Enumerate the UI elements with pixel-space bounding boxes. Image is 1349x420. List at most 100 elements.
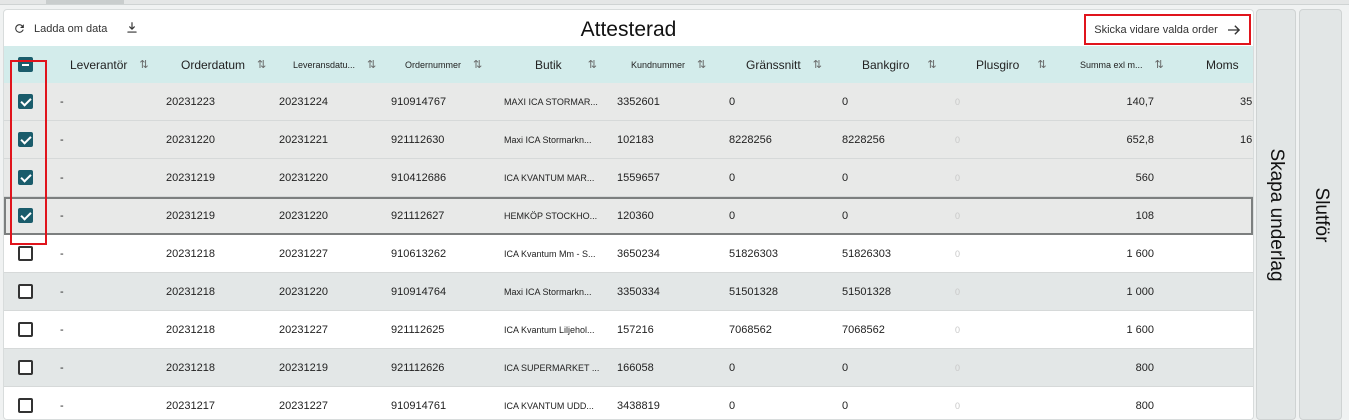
table-row[interactable]: - 20231218 20231227 910613262 ICA Kvantum Mm…	[4, 235, 1253, 273]
cell-summa: 1 000	[1126, 285, 1154, 298]
cell-bankgiro: 0	[842, 399, 849, 412]
cell-orderdatum: 20231217	[166, 399, 215, 412]
cell-ordernummer: 910914767	[391, 95, 447, 108]
cell-gransnitt: 0	[729, 361, 736, 374]
sort-icon[interactable]: ⇅	[257, 59, 267, 71]
cell-summa: 800	[1135, 399, 1154, 412]
cell-kundnummer: 120360	[617, 209, 654, 222]
cell-ordernummer: 910914761	[391, 399, 447, 412]
row-checkbox[interactable]	[18, 360, 33, 375]
column-header-leveransdatum[interactable]: Leveransdatu... ⇅	[293, 59, 377, 71]
cell-bankgiro: 8228256	[842, 133, 885, 146]
sort-icon[interactable]: ⇅	[367, 59, 377, 71]
column-header-orderdatum[interactable]: Orderdatum ⇅	[181, 57, 267, 72]
skapa-underlag-panel[interactable]: Skapa underlag	[1256, 9, 1296, 420]
cell-leveransdatum: 20231219	[279, 361, 328, 374]
select-all-checkbox[interactable]	[18, 57, 33, 72]
column-header-plusgiro[interactable]: Plusgiro ⇅	[976, 57, 1047, 72]
cell-orderdatum: 20231218	[166, 361, 215, 374]
cell-kundnummer: 166058	[617, 361, 654, 374]
column-header-moms[interactable]: Moms	[1206, 57, 1239, 72]
table-row[interactable]: - 20231218 20231219 921112626 ICA SUPERMARKE…	[4, 349, 1253, 387]
sort-icon[interactable]: ⇅	[1037, 59, 1047, 71]
send-selected-orders-button[interactable]: Skicka vidare valda order	[1084, 14, 1251, 45]
top-tab[interactable]	[46, 0, 124, 4]
table-row[interactable]: - 20231219 20231220 921112627 HEMKÖP STOCKHO…	[4, 197, 1253, 235]
cell-bankgiro: 0	[842, 171, 849, 184]
cell-butik: HEMKÖP STOCKHO...	[504, 210, 598, 221]
cell-leveransdatum: 20231227	[279, 323, 328, 336]
cell-bankgiro: 0	[842, 209, 849, 222]
cell-kundnummer: 3650234	[617, 247, 660, 260]
row-checkbox[interactable]	[18, 170, 33, 185]
cell-orderdatum: 20231223	[166, 95, 215, 108]
cell-summa: 1 600	[1126, 247, 1154, 260]
column-header-leverantor[interactable]: Leverantör ⇅	[70, 57, 149, 72]
column-header-ordernummer[interactable]: Ordernummer ⇅	[405, 59, 483, 71]
cell-gransnitt: 8228256	[729, 133, 772, 146]
row-checkbox[interactable]	[18, 132, 33, 147]
sort-icon[interactable]: ⇅	[139, 59, 149, 71]
table-row[interactable]: - 20231218 20231220 910914764 Maxi ICA Storm…	[4, 273, 1253, 311]
table-row[interactable]: - 20231218 20231227 921112625 ICA Kvantum Li…	[4, 311, 1253, 349]
cell-bankgiro: 51501328	[842, 285, 891, 298]
table-row[interactable]: - 20231217 20231227 910914761 ICA KVANTUM UD…	[4, 387, 1253, 419]
cell-moms: 16	[1240, 133, 1253, 146]
row-checkbox[interactable]	[18, 94, 33, 109]
slutfor-panel[interactable]: Slutför	[1299, 9, 1342, 420]
row-checkbox[interactable]	[18, 284, 33, 299]
cell-leveransdatum: 20231220	[279, 171, 328, 184]
cell-leverantor: -	[60, 399, 64, 412]
cell-leverantor: -	[60, 133, 64, 146]
cell-moms: 35	[1240, 95, 1253, 108]
cell-plusgiro: 0	[955, 134, 961, 145]
cell-orderdatum: 20231218	[166, 285, 215, 298]
skapa-underlag-label: Skapa underlag	[1266, 147, 1287, 282]
table-row[interactable]: - 20231220 20231221 921112630 Maxi ICA Storm…	[4, 121, 1253, 159]
sort-icon[interactable]: ⇅	[812, 59, 822, 71]
table-row[interactable]: - 20231219 20231220 910412686 ICA KVANTUM MA…	[4, 159, 1253, 197]
cell-plusgiro: 0	[955, 96, 961, 107]
reload-label: Ladda om data	[34, 22, 108, 35]
cell-leverantor: -	[60, 285, 64, 298]
cell-moms	[1240, 159, 1253, 196]
sort-icon[interactable]: ⇅	[587, 59, 597, 71]
arrow-right-icon	[1227, 24, 1240, 35]
cell-bankgiro: 0	[842, 361, 849, 374]
column-header-summa[interactable]: Summa exl m... ⇅	[1080, 59, 1164, 71]
cell-plusgiro: 0	[955, 362, 961, 373]
row-checkbox[interactable]	[18, 322, 33, 337]
cell-gransnitt: 7068562	[729, 323, 772, 336]
column-header-butik[interactable]: Butik ⇅	[535, 57, 597, 72]
cell-orderdatum: 20231219	[166, 209, 215, 222]
table-row[interactable]: - 20231223 20231224 910914767 MAXI ICA STORM…	[4, 83, 1253, 121]
cell-ordernummer: 910613262	[391, 247, 447, 260]
row-checkbox[interactable]	[18, 246, 33, 261]
row-checkbox[interactable]	[18, 208, 33, 223]
send-selected-orders-label: Skicka vidare valda order	[1094, 23, 1218, 36]
cell-kundnummer: 1559657	[617, 171, 660, 184]
cell-orderdatum: 20231218	[166, 247, 215, 260]
reload-button[interactable]: Ladda om data	[13, 22, 107, 35]
cell-bankgiro: 0	[842, 95, 849, 108]
sort-icon[interactable]: ⇅	[473, 59, 483, 71]
cell-butik: ICA SUPERMARKET ...	[504, 362, 600, 373]
row-checkbox[interactable]	[18, 398, 33, 413]
download-icon[interactable]	[125, 21, 139, 35]
column-header-gransnitt[interactable]: Gränssnitt ⇅	[746, 57, 822, 72]
cell-kundnummer: 3350334	[617, 285, 660, 298]
cell-plusgiro: 0	[955, 400, 961, 411]
column-header-kundnummer[interactable]: Kundnummer ⇅	[631, 59, 707, 71]
cell-plusgiro: 0	[955, 248, 961, 259]
sort-icon[interactable]: ⇅	[927, 59, 937, 71]
column-header-bankgiro[interactable]: Bankgiro ⇅	[862, 57, 937, 72]
cell-leveransdatum: 20231227	[279, 247, 328, 260]
refresh-icon	[15, 24, 24, 33]
page-title: Attesterad	[580, 18, 677, 41]
sort-icon[interactable]: ⇅	[697, 59, 707, 71]
cell-kundnummer: 157216	[617, 323, 654, 336]
cell-leverantor: -	[60, 171, 64, 184]
cell-gransnitt: 0	[729, 95, 736, 108]
cell-moms	[1240, 387, 1253, 419]
sort-icon[interactable]: ⇅	[1154, 59, 1164, 71]
